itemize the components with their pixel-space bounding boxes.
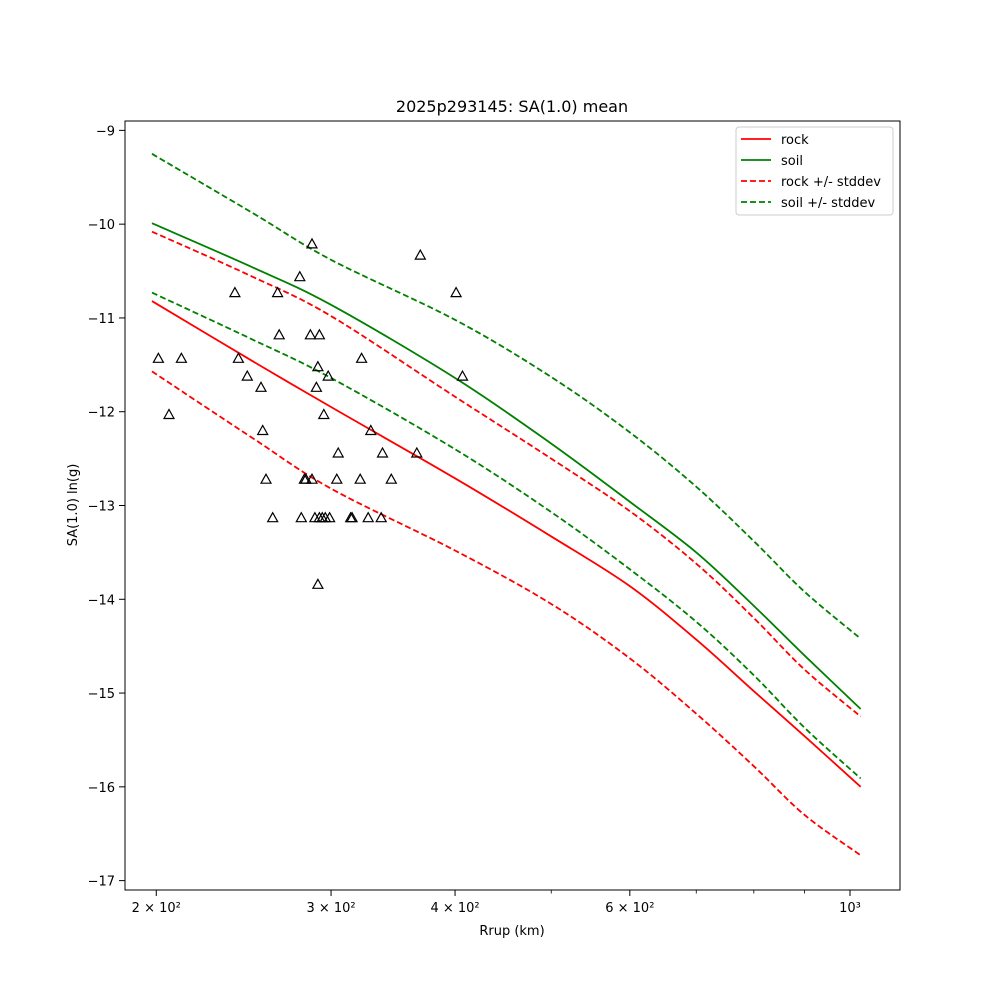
y-tick-label-2: −11 xyxy=(88,312,115,327)
plot-lines xyxy=(151,153,862,857)
series-line-4 xyxy=(151,153,862,640)
y-axis: −9 −10 −11 −12 −13 −14 −15 −16 −17 xyxy=(88,124,125,890)
y-tick-label-6: −15 xyxy=(88,687,115,702)
observation-marker-6 xyxy=(254,381,268,392)
series-line-5 xyxy=(151,291,862,780)
observation-marker-7 xyxy=(256,424,269,436)
observation-marker-41 xyxy=(410,446,423,458)
y-tick-label-3: −12 xyxy=(88,406,115,421)
x-axis: 2 × 10² 3 × 10² 4 × 10² 6 × 10² 10³ xyxy=(132,890,861,916)
observation-marker-0 xyxy=(152,352,165,363)
observation-marker-31 xyxy=(332,446,345,458)
observation-marker-3 xyxy=(228,286,241,298)
observation-marker-20 xyxy=(310,381,323,392)
series-line-0 xyxy=(151,300,862,788)
x-tick-label-0: 2 × 10² xyxy=(132,901,181,916)
observation-marker-23 xyxy=(313,328,326,340)
observation-marker-26 xyxy=(317,408,330,420)
observation-marker-8 xyxy=(259,472,273,484)
series-line-1 xyxy=(151,222,862,710)
series-line-3 xyxy=(151,370,862,857)
observation-marker-36 xyxy=(362,511,375,523)
y-tick-label-4: −13 xyxy=(88,500,115,515)
observation-marker-10 xyxy=(271,286,284,298)
legend: rock soil rock +/- stddev soil +/- stddev xyxy=(735,126,894,216)
observation-marker-16 xyxy=(304,328,317,340)
observation-marker-44 xyxy=(456,369,469,381)
x-tick-label-3: 6 × 10² xyxy=(605,901,654,916)
legend-label-1: soil xyxy=(781,154,803,169)
observation-marker-38 xyxy=(375,511,388,523)
observation-marker-43 xyxy=(450,286,463,298)
x-axis-label: Rrup (km) xyxy=(479,924,544,939)
x-tick-label-2: 4 × 10² xyxy=(430,901,479,916)
observation-marker-30 xyxy=(330,472,343,484)
observation-marker-5 xyxy=(241,369,254,381)
observation-markers xyxy=(152,237,469,589)
x-tick-label-4: 10³ xyxy=(839,901,861,916)
legend-label-0: rock xyxy=(781,133,809,148)
observation-marker-29 xyxy=(323,511,336,523)
observation-marker-35 xyxy=(355,352,368,363)
y-tick-label-1: −10 xyxy=(88,218,115,233)
legend-label-2: rock +/- stddev xyxy=(781,175,881,190)
chart-title: 2025p293145: SA(1.0) mean xyxy=(396,97,628,116)
observation-marker-4 xyxy=(232,352,245,363)
observation-marker-2 xyxy=(162,408,176,420)
y-tick-label-0: −9 xyxy=(96,124,115,139)
observation-marker-18 xyxy=(305,237,319,249)
y-tick-label-7: −16 xyxy=(88,781,115,796)
observation-marker-12 xyxy=(293,270,306,282)
observation-marker-21 xyxy=(311,360,324,372)
y-tick-label-5: −14 xyxy=(88,593,115,608)
observation-marker-42 xyxy=(414,248,427,260)
observation-marker-39 xyxy=(376,446,389,458)
y-axis-label: SA(1.0) ln(g) xyxy=(66,464,81,547)
observation-marker-40 xyxy=(385,472,398,484)
observation-marker-11 xyxy=(273,328,286,340)
observation-marker-9 xyxy=(266,511,279,523)
observation-marker-15 xyxy=(299,472,312,484)
observation-marker-22 xyxy=(311,578,324,589)
observation-marker-34 xyxy=(354,472,367,484)
y-tick-label-8: −17 xyxy=(88,875,115,890)
observation-marker-17 xyxy=(305,472,319,484)
observation-marker-37 xyxy=(364,424,377,436)
observation-marker-13 xyxy=(295,511,308,523)
x-tick-label-1: 3 × 10² xyxy=(306,901,355,916)
series-line-2 xyxy=(151,230,862,718)
legend-label-3: soil +/- stddev xyxy=(781,196,876,211)
observation-marker-1 xyxy=(175,352,188,363)
observation-marker-33 xyxy=(346,511,359,523)
observation-marker-28 xyxy=(322,369,335,381)
legend-box xyxy=(735,126,894,216)
